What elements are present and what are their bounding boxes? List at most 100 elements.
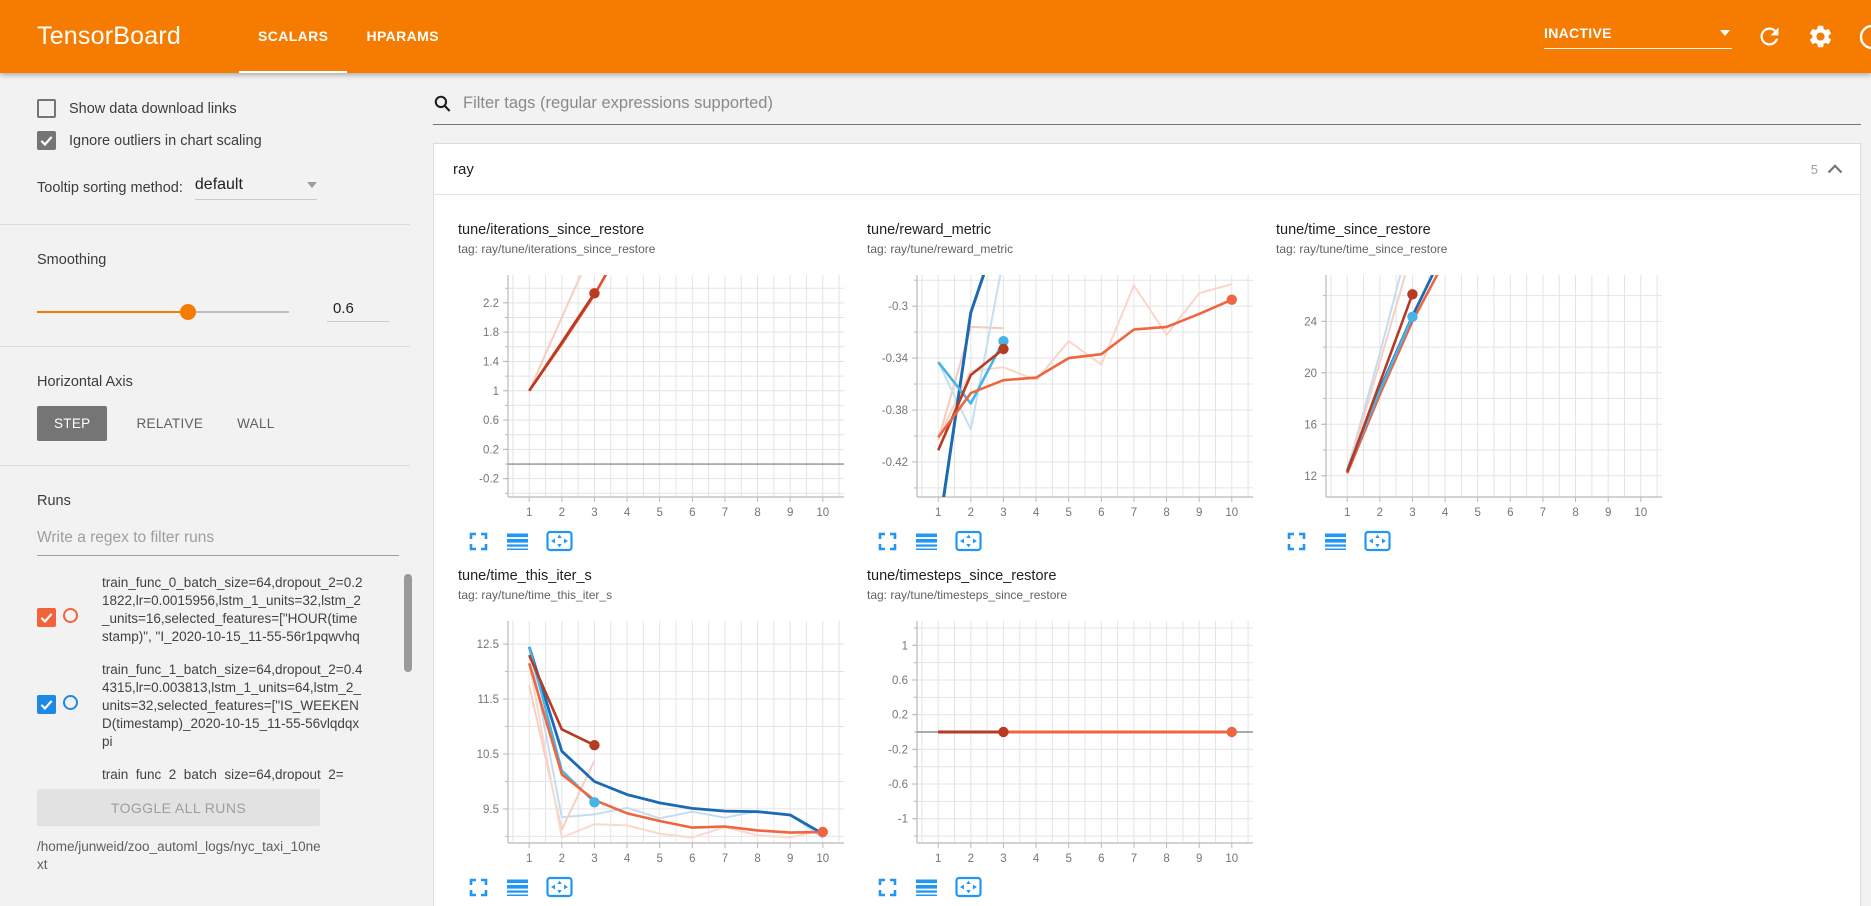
axis-wall-button[interactable]: WALL (237, 416, 275, 431)
tooltip-sorting-label: Tooltip sorting method: (37, 180, 183, 196)
svg-text:5: 5 (656, 507, 662, 519)
svg-text:12: 12 (1304, 471, 1317, 483)
chart-plot: 9.5 10.5 11.5 12.5 1 2 3 4 5 6 7 8 9 10 (477, 621, 844, 865)
svg-text:6: 6 (1098, 507, 1104, 519)
svg-text:2: 2 (559, 853, 565, 865)
search-icon (434, 95, 451, 112)
chart-tag: tag: ray/tune/timesteps_since_restore (867, 588, 1068, 602)
svg-text:0.2: 0.2 (483, 444, 499, 456)
svg-text:0.6: 0.6 (483, 415, 499, 427)
fit-domain-icon[interactable] (546, 876, 573, 898)
svg-text:-0.38: -0.38 (882, 405, 908, 417)
check-icon (40, 613, 53, 624)
svg-text:3: 3 (1000, 507, 1006, 519)
slider-thumb[interactable] (180, 303, 197, 320)
svg-text:5: 5 (1065, 507, 1071, 519)
svg-text:9: 9 (1196, 853, 1202, 865)
axis-step-button[interactable]: STEP (37, 406, 108, 441)
run-checkbox[interactable] (37, 695, 56, 714)
svg-text:1: 1 (1344, 507, 1350, 519)
tag-filter-input[interactable] (463, 94, 1861, 113)
svg-text:8: 8 (1572, 507, 1578, 519)
horizontal-axis-label: Horizontal Axis (37, 374, 133, 390)
run-radio[interactable] (63, 695, 78, 710)
gear-icon[interactable] (1807, 23, 1834, 50)
svg-text:10: 10 (816, 853, 829, 865)
svg-text:2: 2 (559, 507, 565, 519)
chart-title: tune/time_this_iter_s (458, 568, 592, 584)
smoothing-slider[interactable] (37, 303, 289, 320)
svg-text:10: 10 (816, 507, 829, 519)
tooltip-sorting-select[interactable]: default (194, 176, 317, 200)
toggle-all-runs-button[interactable]: TOGGLE ALL RUNS (37, 789, 320, 826)
horizontal-axis-buttons: STEP RELATIVE WALL (37, 406, 420, 441)
svg-text:8: 8 (1163, 853, 1169, 865)
data-series-icon[interactable] (915, 531, 938, 552)
help-icon[interactable] (1858, 23, 1871, 51)
slider-track (188, 310, 289, 313)
chart-toolbar (1286, 530, 1676, 552)
runs-filter-input[interactable] (37, 525, 399, 556)
data-series-icon[interactable] (915, 877, 938, 898)
svg-text:8: 8 (1163, 507, 1169, 519)
run-checkbox[interactable] (37, 608, 56, 627)
tab-scalars[interactable]: SCALARS (238, 0, 348, 73)
svg-text:4: 4 (1033, 507, 1040, 519)
fit-domain-icon[interactable] (1364, 530, 1391, 552)
chart-tag: tag: ray/tune/iterations_since_restore (458, 242, 656, 256)
chevron-up-icon[interactable] (1827, 164, 1843, 174)
data-series-icon[interactable] (506, 877, 529, 898)
chart-toolbar (877, 530, 1267, 552)
fullscreen-icon[interactable] (877, 531, 898, 552)
smoothing-row: 0.6 (37, 300, 410, 322)
ray-section-card: ray 5 tune/iterations_since_restore tag: … (433, 143, 1861, 906)
svg-text:1.4: 1.4 (483, 356, 500, 368)
svg-text:8: 8 (754, 853, 760, 865)
svg-text:7: 7 (722, 853, 728, 865)
chart-toolbar (468, 530, 858, 552)
show-download-links-checkbox[interactable] (37, 99, 56, 118)
ignore-outliers-checkbox[interactable] (37, 131, 56, 150)
svg-text:4: 4 (1442, 507, 1449, 519)
axis-relative-button[interactable]: RELATIVE (136, 416, 204, 431)
ignore-outliers-label: Ignore outliers in chart scaling (69, 132, 262, 149)
sidebar: Show data download links Ignore outliers… (0, 73, 420, 906)
charts-grid: tune/iterations_since_restore tag: ray/tu… (434, 195, 1860, 906)
fit-domain-icon[interactable] (955, 876, 982, 898)
svg-text:20: 20 (1304, 368, 1317, 380)
runs-scrollbar[interactable] (404, 574, 412, 672)
ray-section-header[interactable]: ray 5 (434, 144, 1860, 195)
check-icon (40, 136, 53, 147)
fullscreen-icon[interactable] (468, 531, 489, 552)
status-dropdown[interactable]: INACTIVE (1544, 25, 1732, 49)
svg-text:6: 6 (689, 853, 695, 865)
chart-card: tune/time_since_restore tag: ray/tune/tim… (1276, 222, 1676, 552)
data-series-icon[interactable] (1324, 531, 1347, 552)
svg-text:16: 16 (1304, 419, 1317, 431)
run-radio[interactable] (63, 608, 78, 623)
svg-text:9: 9 (1196, 507, 1202, 519)
fullscreen-icon[interactable] (1286, 531, 1307, 552)
svg-text:5: 5 (1065, 853, 1071, 865)
smoothing-value-input[interactable]: 0.6 (327, 300, 389, 322)
svg-text:1: 1 (493, 386, 499, 398)
svg-text:7: 7 (1540, 507, 1546, 519)
fit-domain-icon[interactable] (955, 530, 982, 552)
svg-text:7: 7 (1131, 507, 1137, 519)
fullscreen-icon[interactable] (468, 877, 489, 898)
chart-plot: -0.42 -0.38 -0.34 -0.3 1 2 3 4 5 6 7 8 9 10 (882, 275, 1253, 519)
chart-toolbar (468, 876, 858, 898)
tab-hparams[interactable]: HPARAMS (366, 27, 439, 44)
svg-text:2: 2 (968, 853, 974, 865)
fit-domain-icon[interactable] (546, 530, 573, 552)
data-series-icon[interactable] (506, 531, 529, 552)
refresh-icon[interactable] (1756, 23, 1783, 50)
svg-text:12.5: 12.5 (477, 639, 499, 651)
svg-text:3: 3 (1409, 507, 1415, 519)
show-download-links-row: Show data download links (37, 99, 420, 118)
header-actions: INACTIVE (1544, 0, 1871, 73)
fullscreen-icon[interactable] (877, 877, 898, 898)
run-name: train_func_2_batch_size=64,dropout_2= (102, 767, 344, 781)
run-item: train_func_1_batch_size=64,dropout_2=0.4… (37, 661, 412, 751)
